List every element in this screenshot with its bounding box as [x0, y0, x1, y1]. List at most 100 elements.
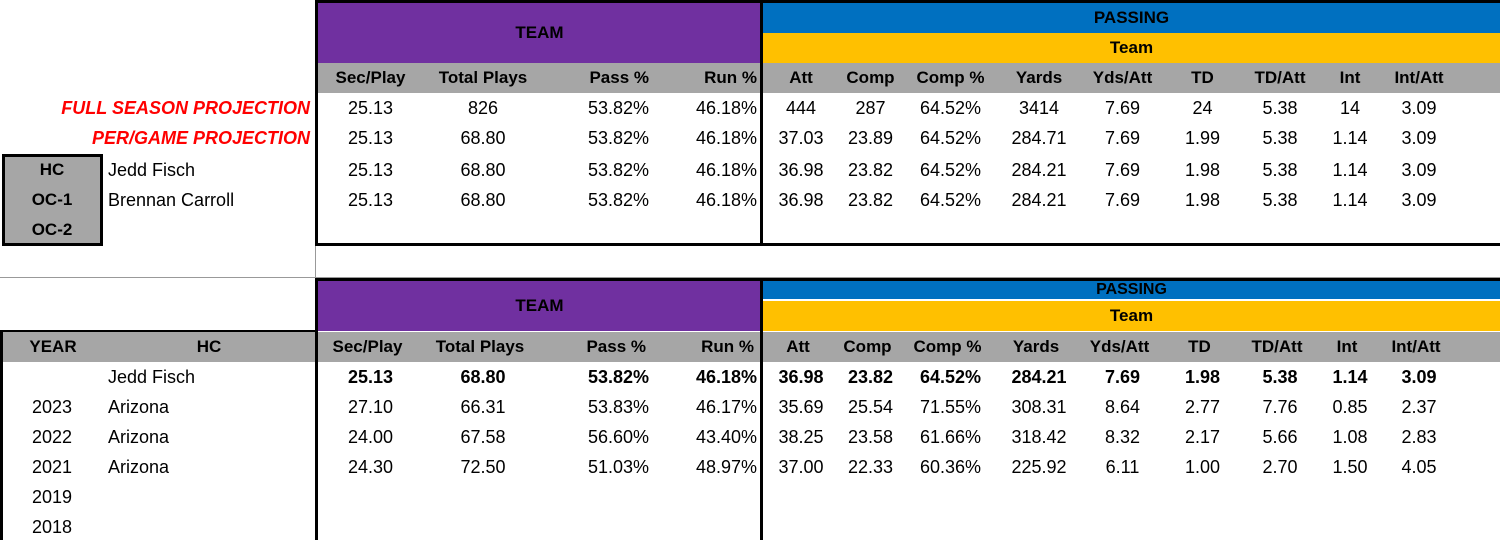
cell-yds-att: 7.69 [1104, 159, 1141, 180]
cell-total-plays: 72.50 [460, 456, 506, 477]
cell-yds-att: 7.69 [1104, 366, 1141, 387]
cell-total-plays: 68.80 [460, 366, 506, 387]
cell-int: 1.50 [1332, 456, 1368, 477]
column-header-row-bottom: YEAR HC Sec/Play Total Plays Pass % Run % At… [3, 332, 1500, 362]
cell-yds-att: 7.69 [1104, 127, 1141, 148]
cell-pass-: 51.03% [587, 456, 649, 477]
coach-name: Jedd Fisch [108, 159, 196, 180]
cell-td: 2.17 [1184, 426, 1221, 447]
cell-att: 37.00 [778, 456, 824, 477]
cell-sec-play: 25.13 [347, 127, 394, 148]
cell-int: 1.08 [1332, 426, 1368, 447]
cell-td: 1.98 [1184, 159, 1221, 180]
cell-td-att: 5.38 [1262, 159, 1298, 180]
column-header-comp-: Comp % [916, 68, 985, 87]
year-header: YEAR [29, 337, 77, 356]
cell-comp: 23.82 [847, 366, 894, 387]
cell-int-att: 3.09 [1401, 189, 1437, 210]
column-header-sec-play: Sec/Play [332, 337, 403, 356]
cell-att: 38.25 [778, 426, 824, 447]
cell-att: 35.69 [778, 396, 824, 417]
hc-header: HC [196, 337, 222, 356]
cell-total-plays: 68.80 [460, 189, 506, 210]
cell-comp-: 64.52% [919, 97, 982, 118]
cell-int: 1.14 [1332, 159, 1368, 180]
cell-yards: 284.71 [1011, 127, 1067, 148]
cell-comp: 23.82 [847, 159, 894, 180]
cell-total-plays: 67.58 [460, 426, 506, 447]
cell-yds-att: 8.32 [1104, 426, 1141, 447]
cell-run-: 46.18% [695, 159, 757, 180]
cell-comp-: 71.55% [919, 396, 982, 417]
coach-role: HC [39, 160, 65, 179]
history-year: 2021 [31, 456, 73, 477]
cell-int-att: 2.83 [1401, 426, 1437, 447]
cell-td: 1.98 [1184, 189, 1221, 210]
top-bottom-border [315, 243, 1500, 246]
history-year: 2023 [31, 396, 73, 417]
cell-yards: 284.21 [1011, 189, 1067, 210]
cell-att: 36.98 [778, 366, 824, 387]
history-row: 2022 Arizona 24.00 67.58 56.60% 43.40% 38.25 23… [0, 422, 1500, 452]
cell-att: 36.98 [778, 159, 824, 180]
cell-td-att: 2.70 [1262, 456, 1298, 477]
cell-yards: 284.21 [1011, 159, 1067, 180]
column-header-int-att: Int/Att [1391, 337, 1441, 356]
coach-role: OC-1 [31, 190, 73, 209]
history-hc: Arizona [108, 426, 170, 447]
column-header-row-top: Sec/Play Total Plays Pass % Run % Att Comp Com… [318, 63, 1500, 93]
cell-att: 444 [785, 97, 817, 118]
cell-int: 0.85 [1332, 396, 1368, 417]
cell-comp: 23.82 [847, 189, 894, 210]
cell-sec-play: 25.13 [347, 366, 394, 387]
cell-yds-att: 7.69 [1104, 189, 1141, 210]
cell-att: 36.98 [778, 189, 824, 210]
cell-comp: 22.33 [847, 456, 894, 477]
cell-total-plays: 68.80 [460, 127, 506, 148]
cell-total-plays: 68.80 [460, 159, 506, 180]
passing-header-label: PASSING [1096, 281, 1167, 298]
cell-yds-att: 6.11 [1105, 456, 1140, 477]
passing-sub-header-top: Team [763, 33, 1500, 63]
cell-sec-play: 24.30 [347, 456, 394, 477]
column-header-total-plays: Total Plays [435, 337, 525, 356]
cell-td-att: 5.66 [1262, 426, 1298, 447]
passing-header-top: PASSING [763, 3, 1500, 33]
column-header-comp-: Comp % [913, 337, 982, 356]
column-header-td: TD [1188, 337, 1211, 356]
projection-row: FULL SEASON PROJECTION 25.13 826 53.82% 46.1… [0, 93, 1500, 123]
top-mid-border [760, 0, 763, 246]
cell-int: 1.14 [1332, 189, 1368, 210]
column-header-yards: Yards [1012, 337, 1060, 356]
cell-comp-: 64.52% [919, 189, 982, 210]
coach-role: OC-2 [31, 220, 73, 239]
cell-td-att: 5.38 [1262, 366, 1298, 387]
cell-comp-: 64.52% [919, 127, 982, 148]
projection-row: PER/GAME PROJECTION 25.13 68.80 53.82% 46.18… [0, 123, 1500, 153]
cell-pass-: 53.82% [587, 97, 649, 118]
cell-run-: 46.18% [695, 366, 757, 387]
cell-run-: 43.40% [695, 426, 757, 447]
column-header-att: Att [789, 68, 813, 87]
cell-pass-: 53.82% [587, 366, 649, 387]
cell-yards: 3414 [1018, 97, 1060, 118]
cell-td-att: 5.38 [1262, 127, 1298, 148]
bottom-left-border [315, 278, 318, 540]
team-header-label: TEAM [515, 23, 564, 42]
history-year: 2022 [31, 426, 73, 447]
cell-int: 14 [1339, 97, 1361, 118]
cell-td-att: 5.38 [1262, 189, 1298, 210]
cell-sec-play: 25.13 [347, 159, 394, 180]
column-header-att: Att [786, 337, 810, 356]
column-header-pass-: Pass % [589, 68, 649, 87]
team-header-top: TEAM [318, 3, 761, 63]
cell-att: 37.03 [778, 127, 824, 148]
cell-pass-: 53.82% [587, 127, 649, 148]
passing-header-label: PASSING [1093, 8, 1170, 27]
section-divider-tick [315, 246, 316, 277]
cell-comp-: 60.36% [919, 456, 982, 477]
cell-td-att: 7.76 [1262, 396, 1298, 417]
cell-total-plays: 826 [467, 97, 499, 118]
cell-run-: 46.17% [695, 396, 757, 417]
cell-sec-play: 24.00 [347, 426, 394, 447]
